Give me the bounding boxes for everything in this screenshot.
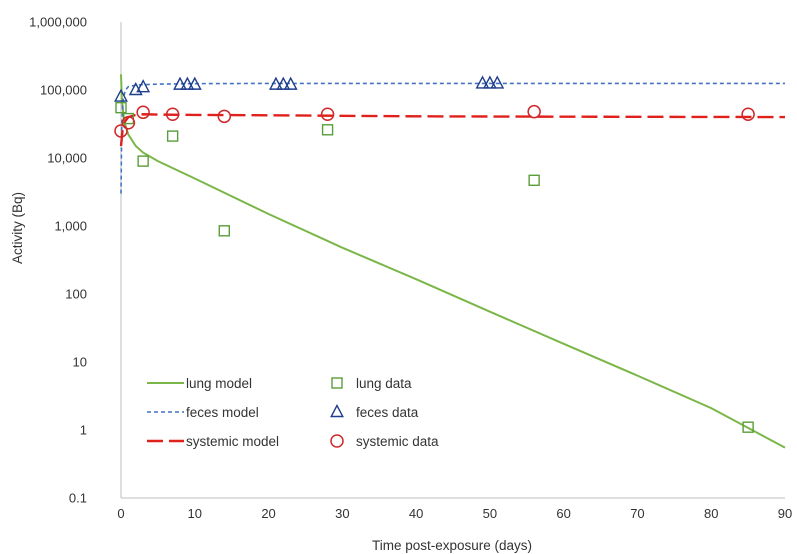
feces-data-point [490, 75, 505, 89]
y-tick-label: 100 [65, 287, 87, 302]
x-tick-label: 30 [335, 506, 349, 521]
systemic-data-point [217, 109, 232, 124]
feces-data-point [136, 79, 151, 93]
legend-label: lung model [186, 376, 252, 391]
legend-swatch [331, 377, 343, 389]
feces-data-point [283, 76, 298, 90]
y-tick-label: 1,000 [54, 219, 87, 234]
x-tick-label: 90 [778, 506, 792, 521]
systemic-model-line [119, 113, 786, 147]
legend-label: lung data [356, 376, 412, 391]
x-tick-label: 80 [704, 506, 718, 521]
series-layer [114, 74, 786, 449]
systemic-data-point [136, 105, 150, 120]
x-tick-label: 50 [483, 506, 497, 521]
x-tick-labels: 0 10 20 30 40 50 60 70 80 90 [117, 506, 792, 521]
y-tick-label: 10,000 [47, 151, 87, 166]
feces-data-point [482, 75, 497, 89]
feces-data-point [187, 76, 202, 90]
plot-axes [120, 22, 785, 499]
legend-label: systemic model [186, 434, 279, 449]
lung-data-point [166, 130, 179, 142]
feces-data-point [475, 75, 490, 89]
x-tick-label: 70 [630, 506, 644, 521]
feces-data-point [268, 76, 283, 90]
systemic-data-point [165, 107, 180, 121]
legend-swatch [330, 434, 344, 448]
systemic-data-point [527, 104, 541, 119]
legend-label: feces model [186, 405, 259, 420]
systemic-data-point [741, 107, 755, 121]
y-tick-labels: 0.1 1 10 100 1,000 10,000 100,000 1,000,000 [29, 15, 87, 506]
legend: lung model feces model systemic model lung … [147, 376, 439, 449]
legend-label: systemic data [356, 434, 439, 449]
y-tick-label: 100,000 [40, 83, 87, 98]
lung-data-point [137, 155, 149, 167]
y-tick-label: 1 [80, 423, 87, 438]
systemic-data-point [121, 115, 136, 130]
legend-swatch [330, 403, 344, 418]
feces-model-line [120, 82, 785, 194]
systemic-data-point [320, 107, 335, 121]
x-tick-label: 0 [117, 506, 124, 521]
lung-data-point [218, 225, 230, 237]
lung-data-point [115, 101, 127, 114]
feces-data-point [276, 76, 291, 90]
x-axis-title: Time post-exposure (days) [372, 538, 532, 553]
lung-data-point [321, 124, 334, 136]
feces-data-point [173, 76, 187, 90]
y-axis-title: Activity (Bq) [10, 192, 25, 264]
x-tick-label: 10 [188, 506, 202, 521]
legend-label: feces data [356, 405, 419, 420]
y-tick-label: 1,000,000 [29, 15, 87, 30]
x-tick-label: 20 [261, 506, 275, 521]
x-tick-label: 60 [556, 506, 570, 521]
feces-data-point [114, 88, 128, 102]
y-tick-label: 0.1 [69, 491, 87, 506]
y-tick-label: 10 [73, 355, 87, 370]
feces-data-point [180, 76, 195, 90]
x-tick-label: 40 [409, 506, 423, 521]
lung-model-line [120, 74, 786, 449]
lung-data-point [742, 421, 754, 433]
lung-data-point [528, 174, 540, 186]
systemic-data-point [114, 124, 128, 138]
